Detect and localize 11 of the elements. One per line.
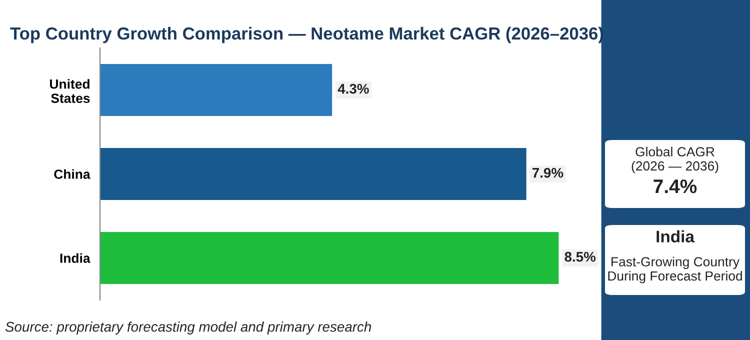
y-tick-label: United States xyxy=(50,79,90,103)
data-label: 8.5% xyxy=(564,252,596,262)
text: Global CAGR (2026 — 2036) xyxy=(632,146,718,174)
text: 7.4% xyxy=(654,180,697,194)
data-label: 7.9% xyxy=(532,168,564,178)
text: India xyxy=(656,230,695,242)
data-label: 4.3% xyxy=(338,84,369,94)
y-tick-label: China xyxy=(54,169,90,179)
text: Fast-Growing Country During Forecast Period xyxy=(608,256,742,284)
source-note: Source: proprietary forecasting model and primary research xyxy=(5,322,372,334)
y-tick-label: India xyxy=(60,253,90,263)
